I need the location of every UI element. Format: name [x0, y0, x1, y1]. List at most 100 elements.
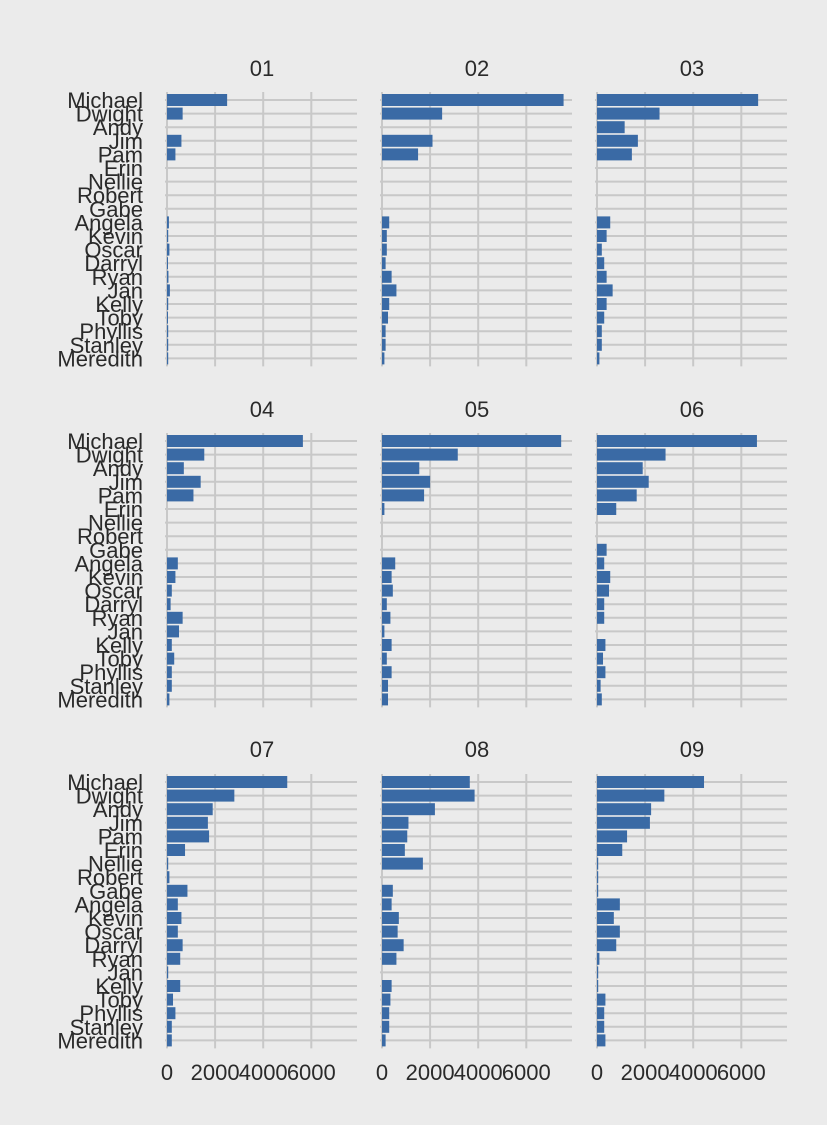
- bar-robert: [167, 871, 170, 884]
- bar-toby: [597, 652, 604, 665]
- y-tick-label: Angela: [74, 210, 143, 235]
- bar-ryan: [167, 952, 181, 965]
- bar-erin: [597, 503, 617, 515]
- bar-angela: [597, 216, 611, 229]
- y-tick-label: Gabe: [89, 197, 143, 222]
- bar-andy: [597, 462, 643, 475]
- bar-jan: [382, 625, 385, 638]
- y-tick-label: Andy: [93, 115, 143, 140]
- bar-erin: [382, 503, 385, 515]
- x-tick-label: 4000: [669, 1060, 718, 1085]
- bar-angela: [167, 898, 178, 911]
- y-tick-label: Phyllis: [79, 660, 143, 685]
- facet-panel-07: 07 MichaelDwightAndyJimPamErinNellieRober…: [57, 737, 357, 1085]
- x-tick-label: 6000: [717, 1060, 766, 1085]
- y-tick-label: Pam: [98, 824, 143, 849]
- y-tick-label: Toby: [97, 306, 143, 331]
- bar-phyllis: [167, 1007, 176, 1020]
- bar-kelly: [382, 639, 392, 651]
- facet-panel-08: 08 0 2000 4000 6000: [376, 737, 572, 1085]
- facet-panel-02: 02: [380, 56, 572, 367]
- bar-darryl: [167, 598, 171, 611]
- panel-title: 08: [465, 737, 489, 762]
- y-tick-label: Erin: [104, 497, 143, 522]
- y-tick-label: Kelly: [95, 633, 143, 658]
- bar-meredith: [167, 352, 169, 365]
- y-tick-label: Gabe: [89, 538, 143, 563]
- bar-angela: [382, 216, 390, 229]
- bar-darryl: [167, 257, 168, 270]
- x-tick-label: 0: [376, 1060, 388, 1085]
- y-tick-label: Pam: [98, 483, 143, 508]
- bar-toby: [382, 993, 391, 1006]
- bar-michael: [167, 435, 303, 447]
- bar-angela: [597, 557, 605, 570]
- bar-ryan: [167, 611, 183, 624]
- bar-meredith: [597, 693, 602, 706]
- bar-angela: [597, 898, 620, 911]
- bar-dwight: [597, 789, 665, 802]
- bar-ryan: [382, 611, 391, 624]
- y-tick-label: Kelly: [95, 292, 143, 317]
- bar-jim: [167, 475, 201, 488]
- bar-gabe: [597, 884, 599, 897]
- y-tick-label: Kelly: [95, 974, 143, 999]
- bar-toby: [597, 993, 606, 1006]
- x-tick-label: 2000: [406, 1060, 455, 1085]
- bar-michael: [382, 435, 562, 447]
- bar-jan: [597, 966, 599, 979]
- bar-meredith: [167, 693, 170, 706]
- bar-darryl: [167, 939, 183, 952]
- facet-panel-09: 09 0 2000 4000 6000: [591, 737, 787, 1085]
- y-tick-label: Stanley: [70, 333, 143, 358]
- panel-title: 05: [465, 397, 489, 422]
- bar-dwight: [167, 789, 235, 802]
- bar-andy: [382, 803, 435, 816]
- y-tick-label: Jan: [108, 278, 143, 303]
- bar-stanley: [597, 1020, 605, 1033]
- bar-pam: [382, 830, 408, 843]
- y-tick-label: Phyllis: [79, 319, 143, 344]
- x-tick-label: 6000: [287, 1060, 336, 1085]
- y-tick-label: Angela: [74, 551, 143, 576]
- y-tick-label: Darryl: [84, 592, 143, 617]
- bar-stanley: [167, 1020, 172, 1033]
- bar-meredith: [597, 1034, 606, 1047]
- y-tick-label: Dwight: [76, 443, 143, 468]
- bar-pam: [167, 489, 194, 502]
- bar-jan: [382, 284, 397, 297]
- bar-andy: [167, 462, 184, 475]
- panel-title: 07: [250, 737, 274, 762]
- bar-kevin: [167, 230, 169, 242]
- x-tick-label: 2000: [191, 1060, 240, 1085]
- bar-kevin: [597, 230, 607, 242]
- bar-gabe: [597, 543, 607, 556]
- x-tick-label: 0: [591, 1060, 603, 1085]
- bar-stanley: [597, 679, 601, 692]
- bar-jim: [167, 134, 182, 147]
- y-tick-label: Ryan: [92, 265, 143, 290]
- bar-kelly: [597, 639, 606, 651]
- y-tick-label: Andy: [93, 797, 143, 822]
- panel-title: 06: [680, 397, 704, 422]
- y-tick-label: Michael: [67, 770, 143, 795]
- y-tick-label: Andy: [93, 456, 143, 481]
- bar-toby: [167, 311, 168, 324]
- bar-dwight: [382, 789, 475, 802]
- bar-kelly: [597, 980, 599, 992]
- bar-oscar: [167, 584, 172, 597]
- y-tick-label: Ryan: [92, 947, 143, 972]
- y-tick-label: Jim: [109, 129, 143, 154]
- panel-title: 04: [250, 397, 274, 422]
- y-tick-label: Meredith: [57, 346, 143, 371]
- bar-kevin: [382, 571, 392, 583]
- y-tick-label: Darryl: [84, 251, 143, 276]
- bar-kevin: [597, 571, 611, 583]
- bar-jan: [167, 625, 180, 638]
- bar-phyllis: [167, 325, 169, 338]
- bar-kelly: [167, 639, 172, 651]
- y-tick-label: Dwight: [76, 784, 143, 809]
- bar-kevin: [382, 230, 387, 242]
- bar-meredith: [167, 1034, 172, 1047]
